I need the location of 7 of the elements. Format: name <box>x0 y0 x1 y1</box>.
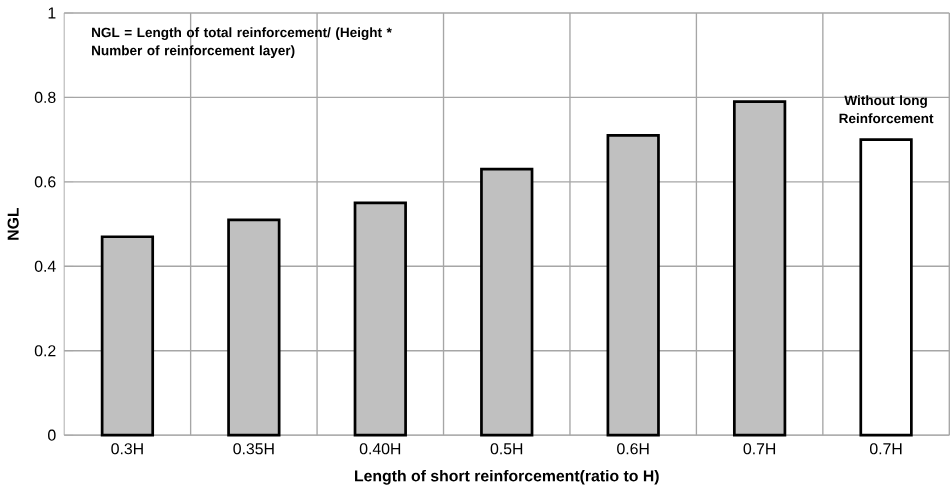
bar <box>480 167 534 437</box>
bar <box>227 218 281 437</box>
bar <box>100 235 155 437</box>
bar <box>353 201 407 437</box>
bar <box>859 138 913 437</box>
bar <box>732 100 787 437</box>
bar <box>606 133 660 437</box>
